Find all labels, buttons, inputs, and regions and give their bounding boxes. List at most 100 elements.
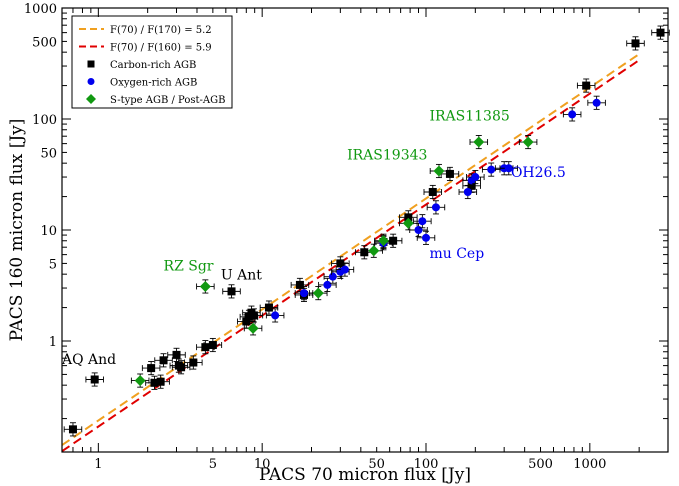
annotation-label: IRAS11385 — [429, 108, 509, 124]
data-point — [154, 353, 173, 368]
data-point — [374, 233, 393, 248]
data-point — [458, 184, 478, 200]
data-point — [171, 360, 191, 375]
diamond-marker — [368, 245, 380, 257]
data-point — [416, 230, 436, 245]
legend-box — [71, 15, 233, 109]
square-marker — [159, 356, 168, 365]
diamond-marker — [247, 322, 259, 334]
square-marker — [147, 364, 156, 373]
annotation-label: AQ And — [61, 352, 116, 368]
circle-marker — [414, 226, 423, 234]
circle-marker — [323, 280, 332, 289]
circle-marker — [418, 217, 427, 226]
square-marker — [177, 363, 186, 372]
series-diamond — [130, 134, 538, 388]
legend-marker-swatch — [87, 60, 95, 68]
legend-marker-swatch — [87, 78, 95, 85]
square-marker — [295, 280, 304, 289]
legend-marker-swatch — [86, 94, 96, 104]
data-point — [141, 361, 161, 376]
annotation-label: IRAS19343 — [347, 148, 427, 164]
circle-marker — [340, 265, 349, 274]
data-point — [426, 200, 446, 215]
x-tick-label: 100 — [414, 457, 439, 472]
legend-entry-label: F(70) / F(170) = 5.2 — [110, 25, 212, 36]
x-tick-label: 5 — [209, 457, 217, 472]
y-tick-label: 50 — [40, 146, 57, 161]
legend: F(70) / F(170) = 5.2 F(70) / F(160) = 5.9… — [71, 15, 233, 109]
diamond-marker — [522, 136, 534, 148]
diamond-marker — [377, 235, 389, 247]
square-marker — [90, 375, 99, 384]
data-point — [130, 373, 150, 388]
data-point — [265, 308, 285, 323]
diamond-marker — [134, 375, 146, 387]
data-point — [184, 355, 203, 370]
data-point — [413, 214, 432, 229]
data-point — [335, 262, 355, 277]
y-tick-label: 500 — [32, 35, 57, 50]
diamond-marker — [312, 287, 324, 299]
square-marker — [336, 259, 345, 268]
data-point — [626, 36, 645, 51]
y-tick-label: 100 — [32, 113, 57, 128]
data-point — [466, 169, 485, 185]
annotation-label: mu Cep — [429, 246, 484, 262]
x-tick-label: 500 — [528, 457, 553, 472]
diamond-marker — [402, 217, 414, 229]
data-point — [587, 95, 606, 110]
data-point — [440, 166, 460, 181]
x-tick-label: 1000 — [573, 457, 606, 472]
circle-marker — [422, 233, 431, 242]
data-point — [151, 374, 170, 389]
square-marker — [242, 317, 251, 326]
diamond-marker — [433, 165, 445, 177]
axes: 1 5 10 50 100 500 1000 1 5 10 50 100 500 1000 PACS 70 … — [7, 2, 669, 485]
data-point — [399, 216, 418, 231]
data-point — [196, 279, 215, 294]
y-tick-label: 10 — [40, 224, 57, 239]
square-marker — [389, 236, 398, 245]
annotation-label: RZ Sgr — [164, 259, 214, 275]
diamond-marker — [473, 136, 485, 148]
circle-marker — [463, 187, 472, 196]
data-point — [290, 277, 310, 292]
data-point — [203, 337, 223, 353]
square-marker — [201, 343, 210, 352]
data-point — [222, 284, 241, 299]
annotation-label: OH26.5 — [511, 165, 566, 181]
circle-marker — [471, 173, 480, 182]
square-marker — [244, 312, 253, 321]
square-marker — [656, 28, 665, 37]
square-marker — [68, 425, 77, 434]
x-tick-label: 50 — [368, 457, 385, 472]
square-marker — [156, 377, 165, 386]
legend-entry-label: S-type AGB / Post-AGB — [110, 95, 225, 106]
square-marker — [189, 358, 198, 367]
data-point — [259, 300, 279, 315]
data-point — [364, 243, 384, 258]
circle-marker — [568, 110, 577, 119]
square-marker — [249, 311, 258, 320]
circle-marker — [299, 289, 308, 298]
data-point — [243, 321, 263, 336]
x-axis-title: PACS 70 micron flux [Jy] — [259, 465, 471, 485]
x-tick-label: 10 — [254, 457, 271, 472]
circle-marker — [504, 164, 513, 173]
data-point — [499, 161, 518, 176]
data-point — [429, 163, 449, 179]
circle-marker — [487, 165, 496, 174]
legend-entry-label: Oxygen-rich AGB — [110, 78, 197, 89]
data-point — [562, 107, 582, 122]
data-point — [318, 277, 337, 292]
square-marker — [264, 303, 273, 312]
circle-marker — [328, 272, 337, 281]
square-marker — [172, 350, 181, 359]
y-tick-label: 5 — [49, 257, 57, 272]
y-tick-label: 1 — [49, 335, 57, 350]
y-axis-title: PACS 160 micron flux [Jy] — [7, 119, 27, 342]
square-marker — [227, 287, 236, 296]
y-tick-label: 1000 — [24, 2, 57, 17]
